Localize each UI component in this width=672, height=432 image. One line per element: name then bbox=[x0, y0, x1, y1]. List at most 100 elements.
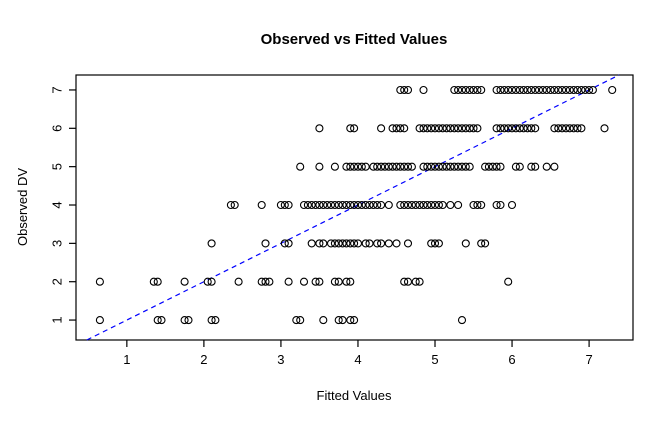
data-point bbox=[361, 200, 370, 210]
data-point bbox=[153, 277, 162, 286]
data-point bbox=[396, 85, 405, 95]
data-point bbox=[527, 124, 536, 133]
data-point bbox=[400, 277, 409, 286]
x-tick-label: 7 bbox=[585, 352, 592, 367]
data-point bbox=[569, 85, 578, 95]
data-point bbox=[511, 124, 520, 133]
data-point bbox=[481, 239, 490, 248]
data-point bbox=[346, 316, 355, 325]
data-point bbox=[280, 239, 289, 248]
data-point bbox=[454, 162, 463, 171]
data-point bbox=[527, 162, 536, 171]
y-tick-label: 5 bbox=[49, 163, 64, 170]
data-point bbox=[396, 162, 405, 171]
data-point bbox=[457, 162, 467, 171]
data-point bbox=[207, 277, 216, 286]
data-point bbox=[461, 239, 470, 248]
data-point bbox=[365, 200, 374, 210]
data-point bbox=[446, 200, 455, 210]
data-point bbox=[350, 124, 359, 133]
data-point bbox=[500, 124, 509, 133]
data-point bbox=[519, 124, 528, 133]
data-point bbox=[465, 162, 474, 171]
data-point bbox=[299, 200, 309, 210]
data-point bbox=[531, 162, 540, 171]
data-point bbox=[311, 200, 320, 210]
data-point bbox=[346, 124, 355, 133]
data-point bbox=[484, 162, 493, 171]
data-point bbox=[284, 200, 293, 210]
data-point bbox=[400, 200, 409, 210]
data-point bbox=[334, 316, 343, 325]
data-point bbox=[403, 200, 413, 210]
data-point bbox=[326, 239, 336, 248]
data-point bbox=[461, 85, 470, 95]
data-point bbox=[531, 124, 540, 133]
data-point bbox=[561, 85, 571, 95]
data-point bbox=[565, 124, 574, 133]
data-point bbox=[149, 277, 158, 286]
data-point bbox=[296, 316, 305, 325]
y-tick-label: 6 bbox=[49, 125, 64, 132]
data-point bbox=[496, 85, 505, 95]
data-point bbox=[577, 85, 586, 95]
data-point bbox=[330, 200, 339, 210]
data-point bbox=[338, 239, 347, 248]
data-point bbox=[361, 239, 370, 248]
data-point bbox=[384, 200, 393, 210]
data-point bbox=[434, 162, 443, 171]
data-point bbox=[95, 316, 104, 325]
data-point bbox=[207, 239, 216, 248]
data-point bbox=[573, 124, 582, 133]
data-point bbox=[492, 124, 501, 133]
data-point bbox=[427, 200, 436, 210]
data-point bbox=[330, 239, 339, 248]
data-point bbox=[438, 124, 447, 133]
data-point bbox=[377, 162, 386, 171]
axis-ticks: 1 2 3 4 5 6 7 1 2 3 4 5 6 7 bbox=[49, 86, 592, 367]
data-point bbox=[430, 200, 440, 210]
data-point bbox=[296, 162, 305, 171]
data-point bbox=[504, 124, 513, 133]
data-point bbox=[450, 162, 459, 171]
data-point bbox=[276, 200, 285, 210]
data-point bbox=[515, 162, 524, 171]
data-point bbox=[400, 162, 409, 171]
data-point bbox=[353, 162, 363, 171]
data-point bbox=[365, 239, 374, 248]
data-point bbox=[419, 124, 428, 133]
data-point bbox=[392, 124, 401, 133]
data-point bbox=[457, 85, 467, 95]
data-point bbox=[542, 85, 551, 95]
data-point bbox=[558, 124, 567, 133]
data-point bbox=[334, 200, 343, 210]
x-tick-label: 5 bbox=[431, 352, 438, 367]
data-point bbox=[403, 85, 413, 95]
data-point bbox=[473, 85, 482, 95]
data-point bbox=[299, 277, 309, 286]
x-tick-label: 3 bbox=[277, 352, 284, 367]
data-point bbox=[377, 124, 386, 133]
data-point bbox=[403, 162, 413, 171]
data-point bbox=[554, 85, 563, 95]
data-point bbox=[361, 162, 370, 171]
data-point bbox=[346, 200, 355, 210]
data-point bbox=[338, 200, 347, 210]
data-point bbox=[384, 239, 393, 248]
plot-box bbox=[75, 74, 634, 341]
data-point bbox=[473, 124, 482, 133]
data-point bbox=[550, 85, 559, 95]
data-point bbox=[342, 239, 351, 248]
data-point bbox=[427, 162, 436, 171]
data-point bbox=[430, 124, 440, 133]
data-point bbox=[207, 316, 216, 325]
data-point bbox=[427, 239, 436, 248]
data-point bbox=[527, 85, 536, 95]
data-point bbox=[319, 200, 328, 210]
x-axis-label: Fitted Values bbox=[317, 388, 392, 403]
data-point bbox=[430, 162, 440, 171]
data-point bbox=[423, 124, 432, 133]
data-point bbox=[561, 124, 571, 133]
data-point bbox=[419, 200, 428, 210]
